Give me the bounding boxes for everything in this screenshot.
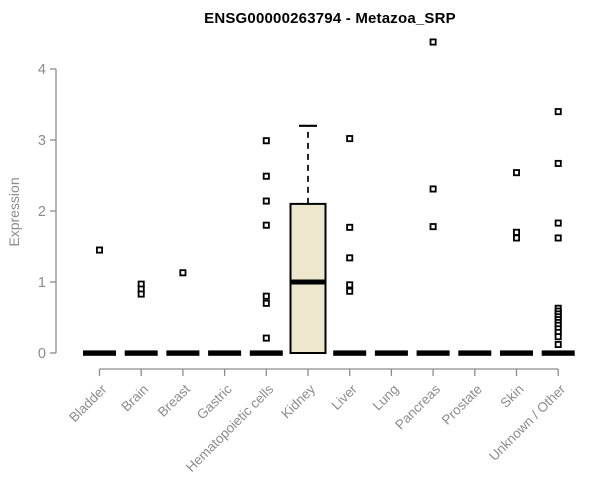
boxplot-collapsed <box>124 350 158 356</box>
outlier-point <box>429 185 437 193</box>
outlier-point <box>429 223 437 231</box>
chart-title: ENSG00000263794 - Metazoa_SRP <box>204 10 456 27</box>
x-tick-label: Gastric <box>194 381 235 422</box>
outlier-point <box>262 172 270 180</box>
outlier-point <box>262 334 270 342</box>
outlier-point <box>554 234 562 242</box>
outlier-point <box>262 221 270 229</box>
outlier-point <box>346 223 354 231</box>
boxplot-collapsed <box>208 350 242 356</box>
outlier-point <box>262 292 270 300</box>
x-tick-label: Brain <box>118 382 151 415</box>
outlier-point <box>513 234 521 242</box>
boxplot-collapsed <box>416 350 450 356</box>
x-tick-label: Unknown / Other <box>486 381 569 464</box>
boxplot-collapsed <box>458 350 492 356</box>
x-tick-label: Prostate <box>439 382 485 428</box>
outlier-point <box>262 137 270 145</box>
x-tick-label: Skin <box>497 382 526 411</box>
boxplot-box <box>289 202 327 354</box>
boxplot-collapsed <box>541 350 575 356</box>
boxplot-collapsed <box>333 350 367 356</box>
y-tick-label: 1 <box>38 275 46 291</box>
outlier-point <box>262 197 270 205</box>
x-tick-label: Pancreas <box>392 381 443 432</box>
x-tick-label: Breast <box>155 381 193 419</box>
y-tick-label: 2 <box>38 204 46 220</box>
y-tick-label: 0 <box>38 346 46 362</box>
boxplot-collapsed <box>83 350 116 356</box>
boxplot-collapsed <box>500 350 533 356</box>
outlier-point <box>346 281 354 289</box>
outlier-point <box>346 135 354 143</box>
y-tick-label: 4 <box>38 62 46 78</box>
outlier-point <box>554 108 562 116</box>
y-tick-label: 3 <box>38 133 46 149</box>
outlier-point <box>96 246 104 254</box>
outlier-point <box>554 340 562 348</box>
x-tick-label: Lung <box>370 382 402 414</box>
outlier-point <box>429 38 437 46</box>
outlier-point <box>513 228 521 236</box>
outlier-point <box>554 219 562 227</box>
outlier-point <box>554 333 562 341</box>
outlier-point <box>179 269 187 277</box>
x-tick-label: Liver <box>329 381 361 413</box>
boxplot-collapsed <box>249 350 283 356</box>
x-tick-label: Bladder <box>66 381 110 425</box>
outlier-point <box>137 290 145 298</box>
boxplot-collapsed <box>166 350 200 356</box>
x-tick-label: Kidney <box>278 381 318 421</box>
outlier-point <box>554 159 562 167</box>
outlier-point <box>262 299 270 307</box>
outlier-point <box>346 287 354 295</box>
outlier-point <box>346 254 354 262</box>
boxplot-collapsed <box>374 350 408 356</box>
outlier-point <box>513 169 521 177</box>
